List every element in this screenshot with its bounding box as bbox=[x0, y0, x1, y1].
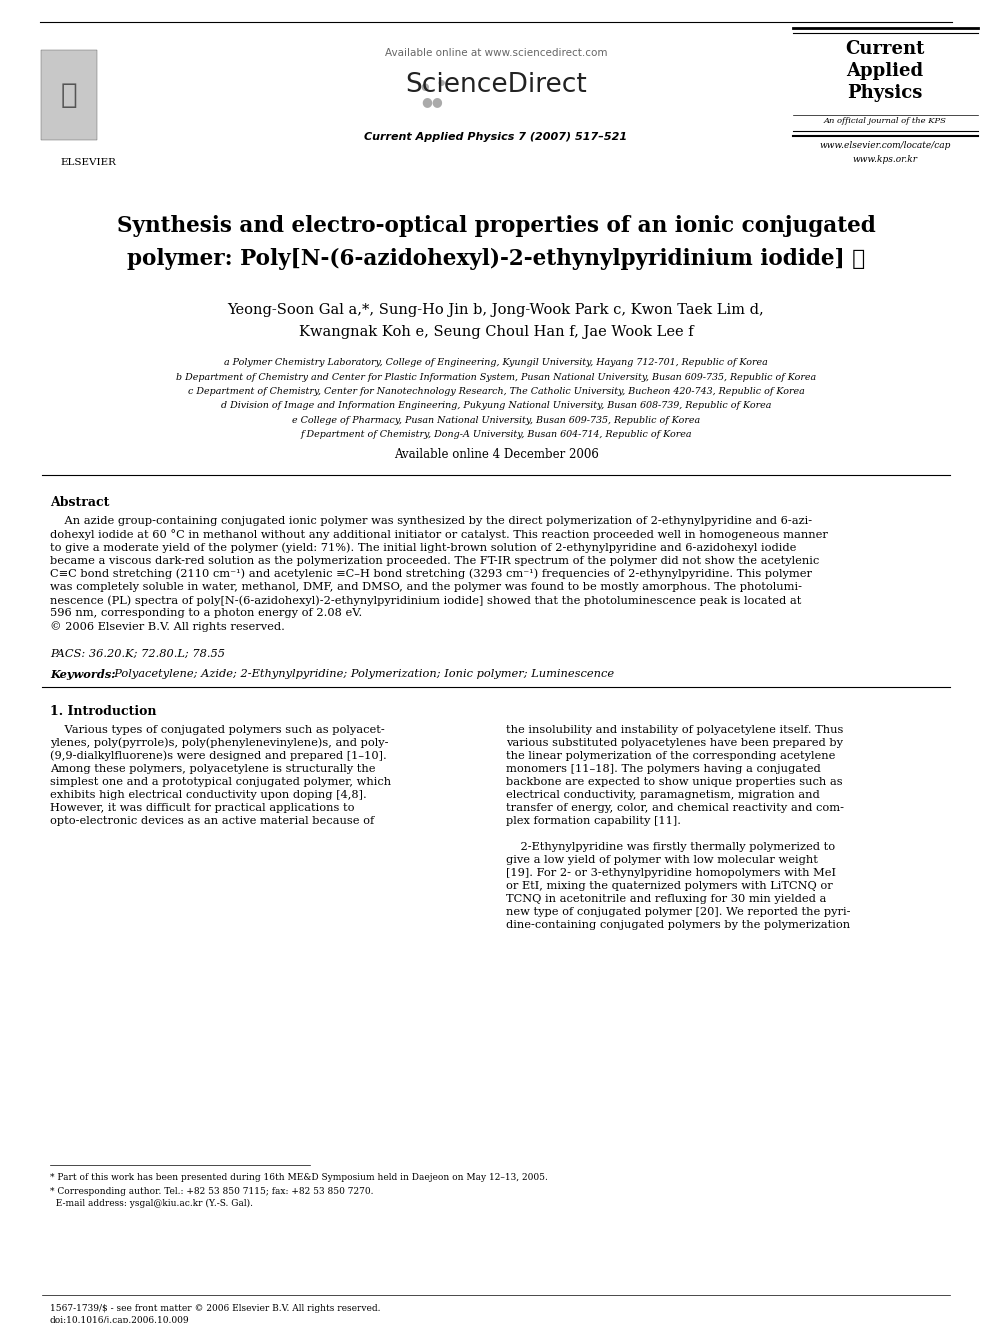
Text: E-mail address: ysgal@kiu.ac.kr (Y.-S. Gal).: E-mail address: ysgal@kiu.ac.kr (Y.-S. G… bbox=[50, 1199, 253, 1208]
Text: C≡C bond stretching (2110 cm⁻¹) and acetylenic ≡C–H bond stretching (3293 cm⁻¹) : C≡C bond stretching (2110 cm⁻¹) and acet… bbox=[50, 569, 812, 579]
Text: opto-electronic devices as an active material because of: opto-electronic devices as an active mat… bbox=[50, 816, 374, 826]
Text: dine-containing conjugated polymers by the polymerization: dine-containing conjugated polymers by t… bbox=[506, 919, 850, 930]
Text: 🌳: 🌳 bbox=[61, 81, 77, 108]
Text: monomers [11–18]. The polymers having a conjugated: monomers [11–18]. The polymers having a … bbox=[506, 763, 820, 774]
Text: nescence (PL) spectra of poly[N-(6-azidohexyl)-2-ethynylpyridinium iodide] showe: nescence (PL) spectra of poly[N-(6-azido… bbox=[50, 595, 802, 606]
Text: various substituted polyacetylenes have been prepared by: various substituted polyacetylenes have … bbox=[506, 738, 843, 747]
Text: ●: ● bbox=[421, 82, 430, 93]
Text: the linear polymerization of the corresponding acetylene: the linear polymerization of the corresp… bbox=[506, 750, 835, 761]
Text: b Department of Chemistry and Center for Plastic Information System, Pusan Natio: b Department of Chemistry and Center for… bbox=[176, 373, 816, 381]
Text: Kwangnak Koh e, Seung Choul Han f, Jae Wook Lee f: Kwangnak Koh e, Seung Choul Han f, Jae W… bbox=[299, 325, 693, 339]
Text: Among these polymers, polyacetylene is structurally the: Among these polymers, polyacetylene is s… bbox=[50, 763, 376, 774]
Text: ylenes, poly(pyrrole)s, poly(phenylenevinylene)s, and poly-: ylenes, poly(pyrrole)s, poly(phenylenevi… bbox=[50, 738, 389, 749]
Text: d Division of Image and Information Engineering, Pukyung National University, Bu: d Division of Image and Information Engi… bbox=[221, 401, 771, 410]
Text: * Part of this work has been presented during 16th ME&D Symposium held in Daejeo: * Part of this work has been presented d… bbox=[50, 1174, 548, 1181]
Text: Current: Current bbox=[845, 40, 925, 58]
Text: Available online at www.sciencedirect.com: Available online at www.sciencedirect.co… bbox=[385, 48, 607, 58]
Text: c Department of Chemistry, Center for Nanotechnology Research, The Catholic Univ: c Department of Chemistry, Center for Na… bbox=[187, 388, 805, 396]
Text: TCNQ in acetonitrile and refluxing for 30 min yielded a: TCNQ in acetonitrile and refluxing for 3… bbox=[506, 894, 826, 904]
Text: the insolubility and instability of polyacetylene itself. Thus: the insolubility and instability of poly… bbox=[506, 725, 843, 734]
Text: 2-Ethynylpyridine was firstly thermally polymerized to: 2-Ethynylpyridine was firstly thermally … bbox=[506, 841, 835, 852]
Text: ●: ● bbox=[437, 78, 444, 87]
Text: Polyacetylene; Azide; 2-Ethynylpyridine; Polymerization; Ionic polymer; Luminesc: Polyacetylene; Azide; 2-Ethynylpyridine;… bbox=[107, 669, 614, 679]
Text: exhibits high electrical conductivity upon doping [4,8].: exhibits high electrical conductivity up… bbox=[50, 790, 367, 800]
Text: * Corresponding author. Tel.: +82 53 850 7115; fax: +82 53 850 7270.: * Corresponding author. Tel.: +82 53 850… bbox=[50, 1187, 374, 1196]
Text: became a viscous dark-red solution as the polymerization proceeded. The FT-IR sp: became a viscous dark-red solution as th… bbox=[50, 556, 819, 566]
Text: doi:10.1016/j.cap.2006.10.009: doi:10.1016/j.cap.2006.10.009 bbox=[50, 1316, 189, 1323]
Text: f Department of Chemistry, Dong-A University, Busan 604-714, Republic of Korea: f Department of Chemistry, Dong-A Univer… bbox=[301, 430, 691, 439]
Text: was completely soluble in water, methanol, DMF, and DMSO, and the polymer was fo: was completely soluble in water, methano… bbox=[50, 582, 802, 591]
Text: dohexyl iodide at 60 °C in methanol without any additional initiator or catalyst: dohexyl iodide at 60 °C in methanol with… bbox=[50, 529, 828, 540]
Text: Physics: Physics bbox=[847, 83, 923, 102]
Text: to give a moderate yield of the polymer (yield: 71%). The initial light-brown so: to give a moderate yield of the polymer … bbox=[50, 542, 797, 553]
Text: © 2006 Elsevier B.V. All rights reserved.: © 2006 Elsevier B.V. All rights reserved… bbox=[50, 622, 285, 632]
Text: Available online 4 December 2006: Available online 4 December 2006 bbox=[394, 448, 598, 460]
Text: (9,9-dialkylfluorene)s were designed and prepared [1–10].: (9,9-dialkylfluorene)s were designed and… bbox=[50, 750, 387, 761]
Text: Keywords:: Keywords: bbox=[50, 669, 115, 680]
Text: However, it was difficult for practical applications to: However, it was difficult for practical … bbox=[50, 803, 354, 812]
Text: ELSEVIER: ELSEVIER bbox=[61, 157, 116, 167]
Text: Yeong-Soon Gal a,*, Sung-Ho Jin b, Jong-Wook Park c, Kwon Taek Lim d,: Yeong-Soon Gal a,*, Sung-Ho Jin b, Jong-… bbox=[227, 303, 765, 318]
Text: Synthesis and electro-optical properties of an ionic conjugated: Synthesis and electro-optical properties… bbox=[117, 216, 875, 237]
Text: a Polymer Chemistry Laboratory, College of Engineering, Kyungil University, Haya: a Polymer Chemistry Laboratory, College … bbox=[224, 359, 768, 366]
Text: electrical conductivity, paramagnetism, migration and: electrical conductivity, paramagnetism, … bbox=[506, 790, 819, 800]
Text: plex formation capability [11].: plex formation capability [11]. bbox=[506, 816, 681, 826]
Text: or EtI, mixing the quaternized polymers with LiTCNQ or: or EtI, mixing the quaternized polymers … bbox=[506, 881, 832, 890]
Text: An official journal of the KPS: An official journal of the KPS bbox=[823, 116, 946, 124]
Text: Abstract: Abstract bbox=[50, 496, 109, 509]
Text: polymer: Poly[N-(6-azidohexyl)-2-ethynylpyridinium iodide] ☆: polymer: Poly[N-(6-azidohexyl)-2-ethynyl… bbox=[127, 247, 865, 270]
Text: simplest one and a prototypical conjugated polymer, which: simplest one and a prototypical conjugat… bbox=[50, 777, 391, 787]
Text: An azide group-containing conjugated ionic polymer was synthesized by the direct: An azide group-containing conjugated ion… bbox=[50, 516, 812, 527]
Text: give a low yield of polymer with low molecular weight: give a low yield of polymer with low mol… bbox=[506, 855, 817, 865]
Text: 1. Introduction: 1. Introduction bbox=[50, 705, 157, 718]
Text: 1567-1739/$ - see front matter © 2006 Elsevier B.V. All rights reserved.: 1567-1739/$ - see front matter © 2006 El… bbox=[50, 1304, 381, 1312]
Text: [19]. For 2- or 3-ethynylpyridine homopolymers with MeI: [19]. For 2- or 3-ethynylpyridine homopo… bbox=[506, 868, 836, 877]
Text: transfer of energy, color, and chemical reactivity and com-: transfer of energy, color, and chemical … bbox=[506, 803, 844, 812]
Text: Various types of conjugated polymers such as polyacet-: Various types of conjugated polymers suc… bbox=[50, 725, 385, 734]
Text: www.elsevier.com/locate/cap: www.elsevier.com/locate/cap bbox=[819, 142, 950, 149]
Text: PACS: 36.20.K; 72.80.L; 78.55: PACS: 36.20.K; 72.80.L; 78.55 bbox=[50, 648, 225, 659]
Text: e College of Pharmacy, Pusan National University, Busan 609-735, Republic of Kor: e College of Pharmacy, Pusan National Un… bbox=[292, 415, 700, 425]
Text: backbone are expected to show unique properties such as: backbone are expected to show unique pro… bbox=[506, 777, 842, 787]
Text: ScienceDirect: ScienceDirect bbox=[405, 71, 587, 98]
Text: www.kps.or.kr: www.kps.or.kr bbox=[852, 155, 918, 164]
Text: 596 nm, corresponding to a photon energy of 2.08 eV.: 596 nm, corresponding to a photon energy… bbox=[50, 609, 362, 618]
Text: ●●: ●● bbox=[422, 95, 442, 108]
Text: new type of conjugated polymer [20]. We reported the pyri-: new type of conjugated polymer [20]. We … bbox=[506, 906, 850, 917]
Text: Applied: Applied bbox=[846, 62, 924, 79]
Text: Current Applied Physics 7 (2007) 517–521: Current Applied Physics 7 (2007) 517–521 bbox=[364, 132, 628, 142]
